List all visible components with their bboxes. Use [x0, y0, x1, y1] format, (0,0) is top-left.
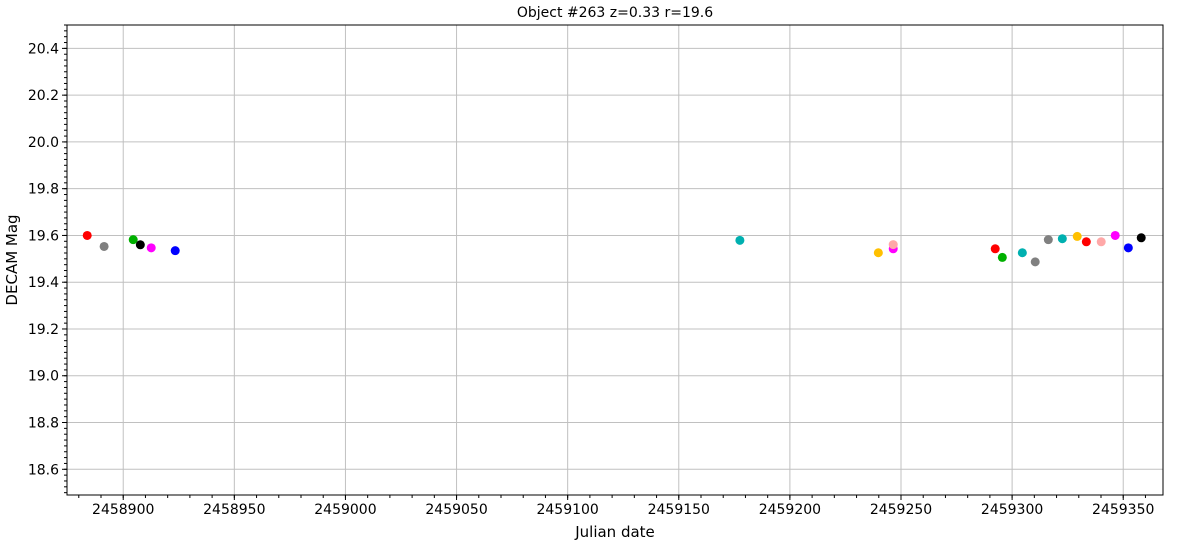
y-tick-label: 19.8 — [28, 182, 59, 198]
axis-ticks: 2458900 2458950 2459000 2459050 2459100 24591… — [28, 24, 1154, 518]
x-tick-label: 2459000 — [314, 502, 376, 518]
data-point — [1017, 248, 1027, 258]
y-tick-label: 19.2 — [28, 322, 59, 338]
data-point — [1136, 233, 1146, 243]
y-tick-label: 18.6 — [28, 462, 59, 478]
data-points — [82, 230, 1146, 267]
data-point — [735, 235, 745, 245]
x-tick-label: 2459300 — [981, 502, 1043, 518]
data-point — [1072, 231, 1082, 241]
data-point — [170, 246, 180, 256]
data-point — [1096, 237, 1106, 247]
data-point — [146, 243, 156, 253]
data-point — [1123, 243, 1133, 253]
data-point — [888, 240, 898, 250]
y-tick-label: 18.8 — [28, 416, 59, 432]
data-point — [873, 248, 883, 258]
y-tick-label: 19.0 — [28, 369, 59, 385]
data-point — [990, 244, 1000, 254]
x-tick-label: 2458950 — [203, 502, 265, 518]
data-point — [128, 235, 138, 245]
grid — [67, 25, 1163, 495]
x-tick-label: 2459050 — [425, 502, 487, 518]
x-tick-label: 2459250 — [870, 502, 932, 518]
x-tick-label: 2459200 — [759, 502, 821, 518]
data-point — [997, 252, 1007, 262]
x-axis-label: Julian date — [574, 523, 655, 541]
x-tick-label: 2459150 — [648, 502, 710, 518]
data-point — [1030, 257, 1040, 267]
y-tick-label: 19.6 — [28, 228, 59, 244]
chart-title: Object #263 z=0.33 r=19.6 — [517, 5, 713, 21]
data-point — [1043, 235, 1053, 245]
data-point — [82, 230, 92, 240]
data-point — [1057, 234, 1067, 244]
data-point — [99, 241, 109, 251]
x-tick-label: 2458900 — [92, 502, 154, 518]
data-point — [1081, 237, 1091, 247]
y-tick-label: 19.4 — [28, 275, 59, 291]
y-axis-label: DECAM Mag — [3, 214, 21, 305]
y-tick-label: 20.4 — [28, 41, 59, 57]
data-point — [135, 240, 145, 250]
data-point — [1110, 230, 1120, 240]
plot-frame — [66, 24, 1164, 496]
y-tick-label: 20.2 — [28, 88, 59, 104]
x-tick-label: 2459350 — [1092, 502, 1154, 518]
y-tick-label: 20.0 — [28, 135, 59, 151]
x-tick-label: 2459100 — [536, 502, 598, 518]
